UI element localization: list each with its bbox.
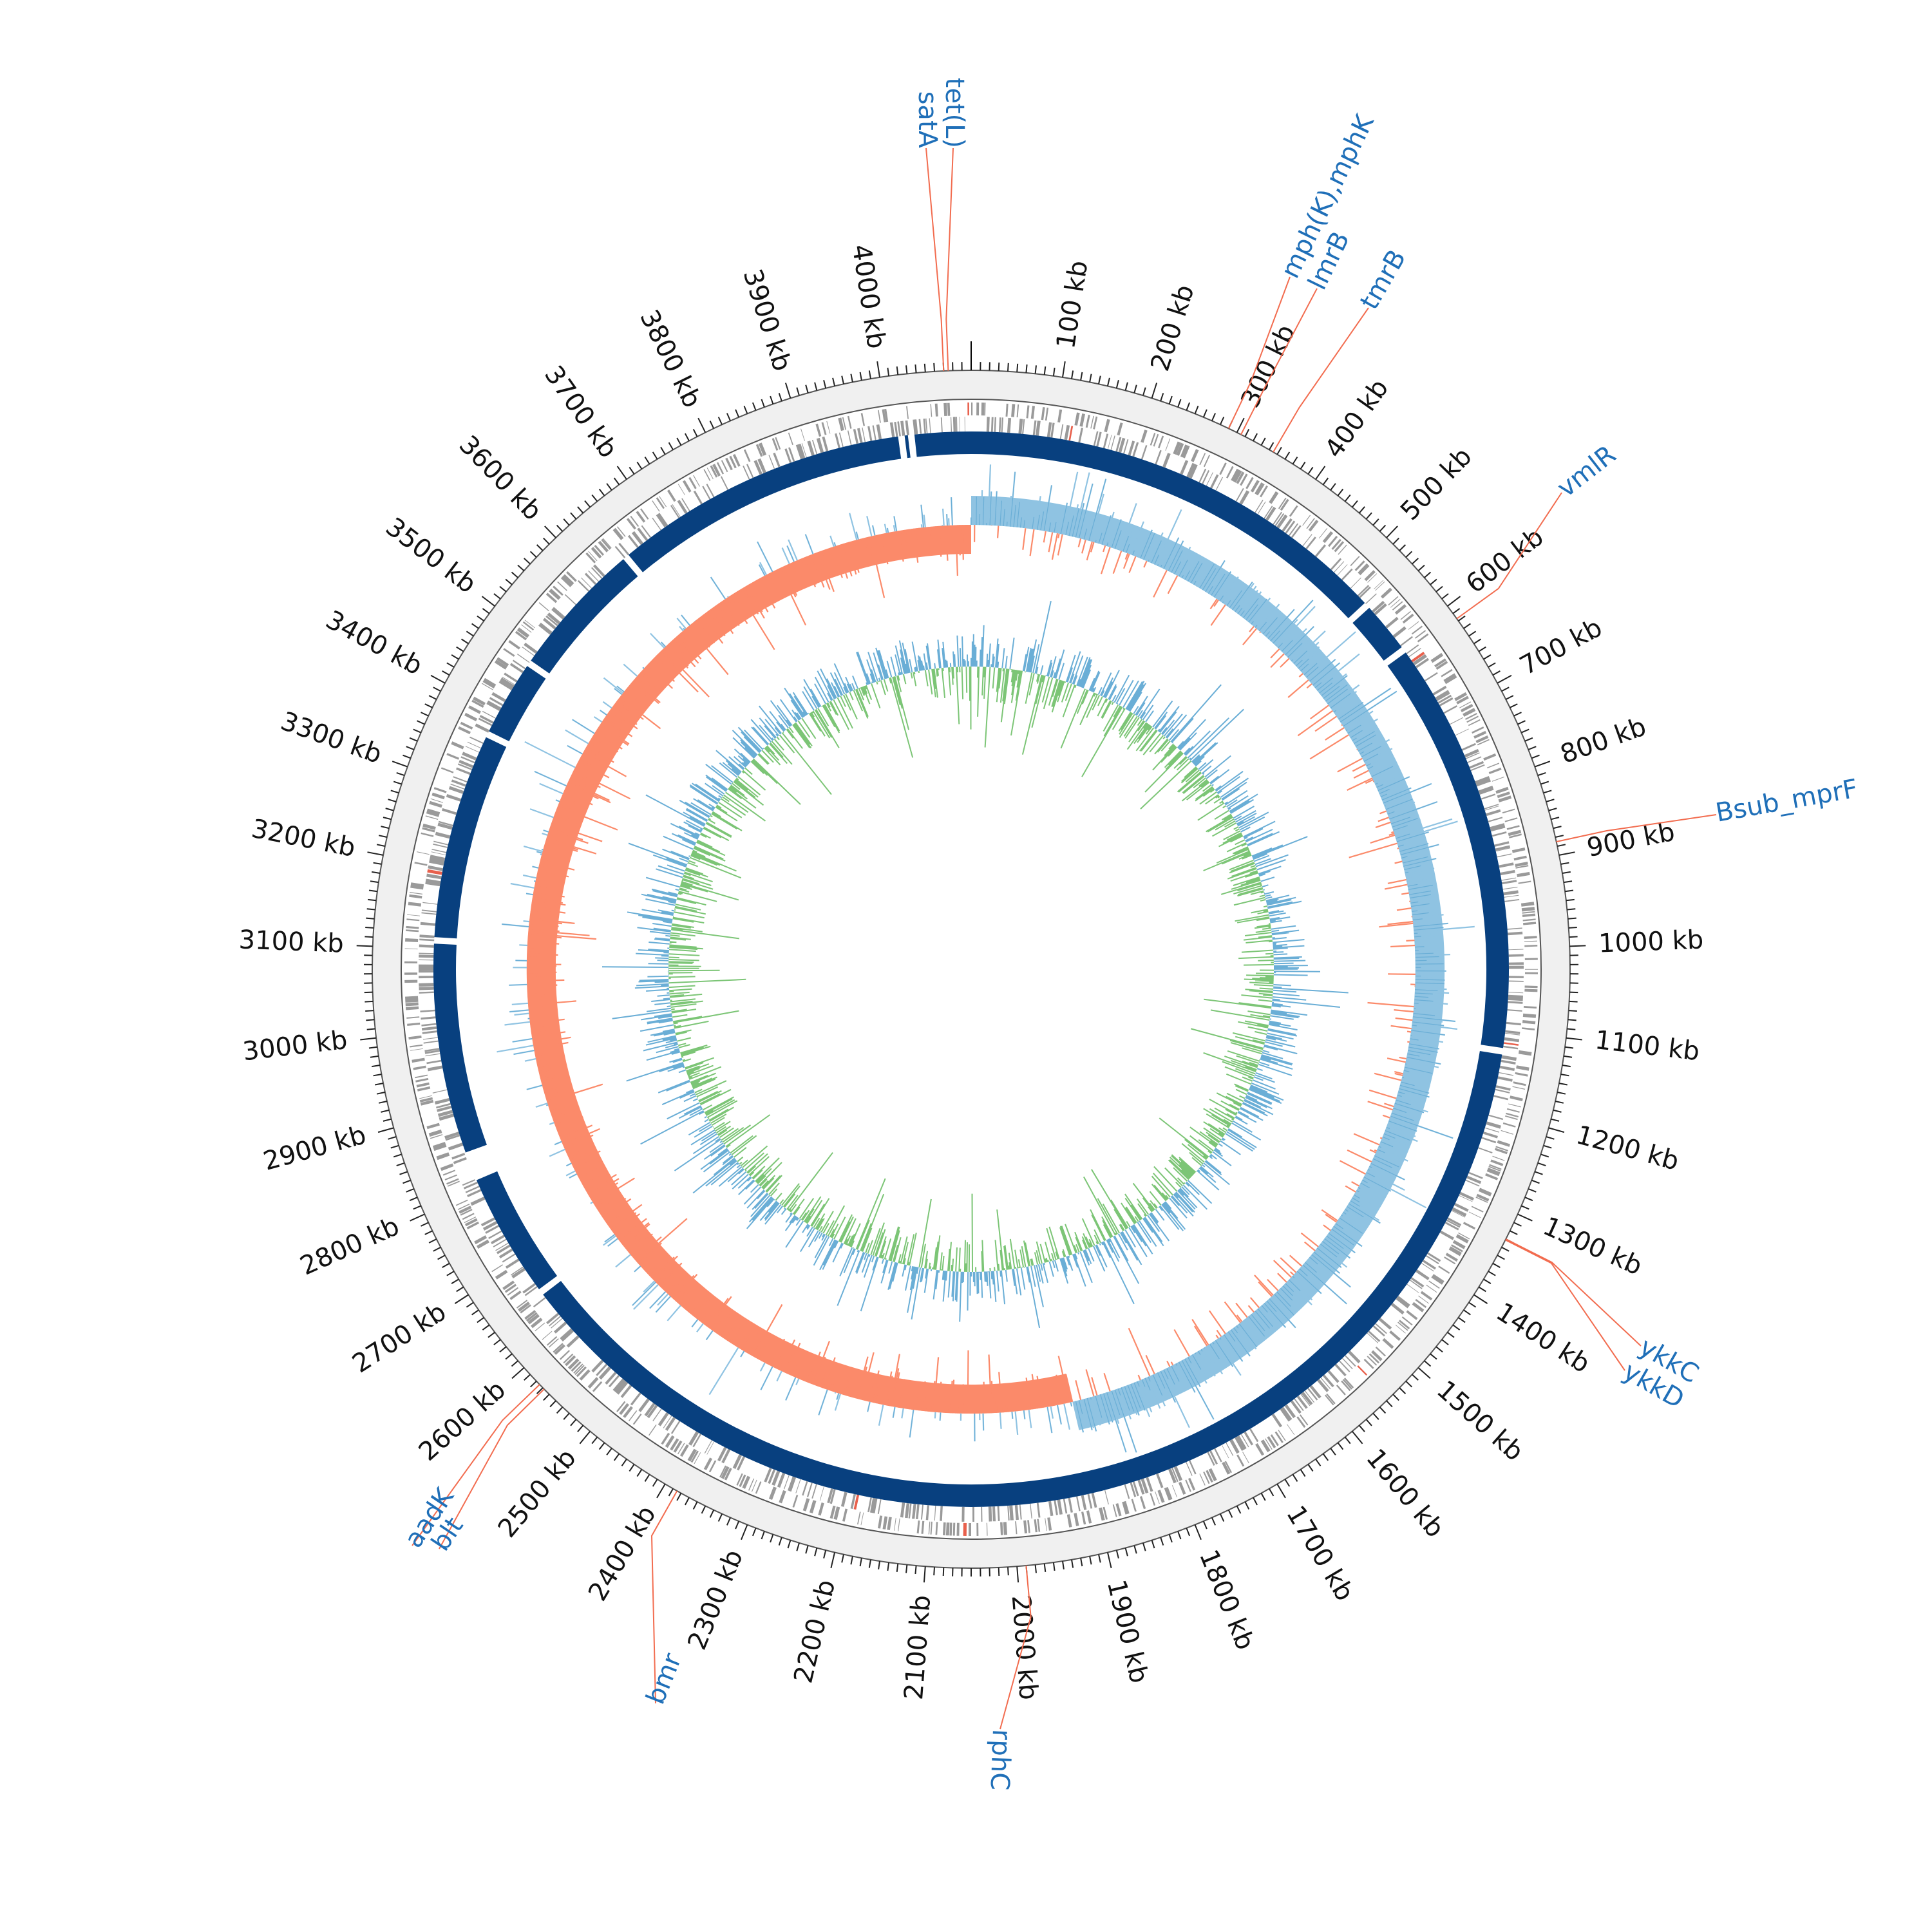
contig-track <box>433 431 1510 1507</box>
tick-label: 3200 kb <box>249 814 358 863</box>
tick-label: 1800 kb <box>1193 1546 1260 1654</box>
tick-label: 900 kb <box>1584 817 1677 863</box>
annotation-leader-line <box>1273 307 1369 453</box>
gene-label: rphC <box>985 1728 1016 1791</box>
tick-label: 1100 kb <box>1593 1025 1701 1066</box>
contig-segment <box>1387 652 1510 1048</box>
contig-segment <box>904 435 911 459</box>
contig-segment <box>531 559 638 674</box>
tick-label: 2400 kb <box>583 1501 662 1606</box>
annotation-leader-line <box>650 1490 678 1704</box>
tick-label: 3600 kb <box>453 430 547 526</box>
tick-label: 2600 kb <box>413 1375 511 1467</box>
tick-label: 1200 kb <box>1573 1120 1682 1177</box>
gc-content-high <box>601 600 1349 1329</box>
contig-segment <box>971 431 1365 618</box>
contig-segment <box>628 436 902 573</box>
gene-label: tet(L) <box>940 78 969 148</box>
tick-label: 3300 kb <box>277 706 386 770</box>
tick-label: 3400 kb <box>321 605 427 681</box>
tick-lines <box>356 361 1586 1583</box>
tick-label: 3800 kb <box>634 305 707 413</box>
tick-label: 2000 kb <box>1006 1594 1043 1701</box>
annotation-leader-line <box>1456 492 1562 620</box>
inner-ring-edge <box>401 399 1542 1540</box>
tick-label: 3900 kb <box>737 265 797 374</box>
tick-label: 1400 kb <box>1491 1297 1595 1379</box>
annotation-leader-line <box>412 1384 540 1546</box>
annotation-leader-line <box>1505 1238 1642 1347</box>
contig-gap <box>464 1144 498 1181</box>
tick-label: 1600 kb <box>1360 1443 1450 1543</box>
tick-label: 2900 kb <box>260 1120 369 1177</box>
tick-label: 3500 kb <box>380 512 482 599</box>
tick-label: 1900 kb <box>1101 1577 1154 1686</box>
tick-marks <box>356 361 1586 1583</box>
gc-content-track <box>601 600 1349 1329</box>
gc-skew-positive-peaks <box>502 471 1456 1453</box>
gene-label: vmlR <box>1552 440 1622 504</box>
tick-label: 1700 kb <box>1280 1501 1359 1606</box>
tick-label: 3700 kb <box>538 361 623 464</box>
tick-label: 1000 kb <box>1598 925 1704 958</box>
tick-label: 2200 kb <box>788 1577 841 1686</box>
tick-label: 500 kb <box>1395 442 1478 526</box>
annotation-leader-line <box>1505 1239 1625 1371</box>
annotation-leader-line <box>1227 276 1291 429</box>
tick-label: 100 kb <box>1051 259 1094 351</box>
tick-label: 700 kb <box>1515 612 1607 681</box>
gc-skew-negative <box>526 524 1416 1414</box>
tick-label: 1300 kb <box>1539 1211 1647 1282</box>
tick-label: 4000 kb <box>846 242 891 350</box>
tick-label: 2800 kb <box>296 1211 404 1282</box>
tick-label: 1500 kb <box>1431 1375 1529 1467</box>
contig-segment <box>1352 607 1402 661</box>
gene-label: satA <box>913 91 942 149</box>
tick-label: 3000 kb <box>242 1025 349 1066</box>
gc-skew-track <box>497 464 1475 1453</box>
tick-label: 2300 kb <box>682 1546 749 1654</box>
tick-label: 2700 kb <box>347 1297 451 1379</box>
contig-segment <box>433 943 489 1157</box>
contig-segment <box>473 1164 558 1289</box>
tick-label: 600 kb <box>1461 522 1549 600</box>
tick-label: 200 kb <box>1145 281 1200 375</box>
annotation-leader-line <box>1556 814 1717 842</box>
annotation-leader-line <box>945 147 954 371</box>
contig-segment <box>489 666 546 742</box>
annotation-leader-line <box>1240 288 1318 435</box>
tick-label: 3100 kb <box>238 925 345 958</box>
annotation-leader-line <box>925 147 945 372</box>
tick-label: 2100 kb <box>899 1594 936 1701</box>
tick-label: 2500 kb <box>493 1443 582 1543</box>
contig-segment <box>914 431 971 457</box>
annotation-leader-line <box>999 1566 1032 1730</box>
gene-label: tmrB <box>1354 245 1412 314</box>
contig-segment <box>434 737 507 939</box>
tick-label: 400 kb <box>1319 374 1394 464</box>
gene-label: Bsub_mprF <box>1714 774 1860 828</box>
tick-label: 800 kb <box>1557 712 1650 770</box>
gene-label: bmr <box>641 1649 688 1709</box>
gc-content-low <box>668 666 1274 1273</box>
annotation-leader-line <box>439 1388 545 1549</box>
